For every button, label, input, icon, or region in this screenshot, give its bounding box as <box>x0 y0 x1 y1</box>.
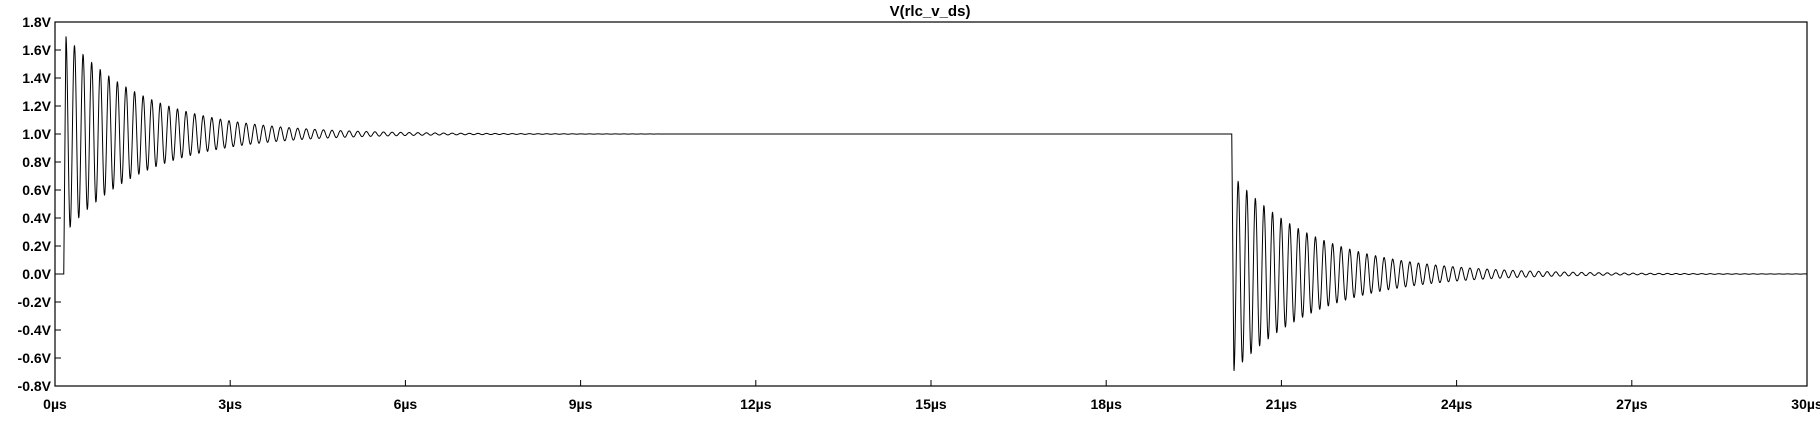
y-tick-label: -0.2V <box>18 294 52 310</box>
x-axis: 0µs 3µs 6µs 9µs 12µs 15µs 18µs 21µs 24µs 27µs 30µs <box>43 380 1820 412</box>
y-tick-label: 1.2V <box>22 98 51 114</box>
y-tick-label: -0.4V <box>18 322 52 338</box>
x-tick-label: 0µs <box>43 396 67 412</box>
x-tick-label: 21µs <box>1266 396 1298 412</box>
y-tick-label: 1.4V <box>22 70 51 86</box>
x-tick-label: 15µs <box>915 396 947 412</box>
y-tick-label: 1.6V <box>22 42 51 58</box>
series-line <box>55 36 1807 371</box>
series-group <box>55 36 1807 371</box>
chart-title: V(rlc_v_ds) <box>890 3 971 20</box>
x-tick-label: 3µs <box>218 396 242 412</box>
y-tick-label: 1.0V <box>22 126 51 142</box>
y-tick-label: 1.8V <box>22 14 51 30</box>
x-tick-label: 24µs <box>1441 396 1473 412</box>
y-tick-label: 0.2V <box>22 238 51 254</box>
y-tick-label: -0.8V <box>18 378 52 394</box>
x-tick-label: 30µs <box>1791 396 1820 412</box>
x-tick-label: 6µs <box>394 396 418 412</box>
y-axis: 1.8V 1.6V 1.4V 1.2V 1.0V 0.8V 0.6V 0.4V 0.2V 0.0V… <box>18 14 61 394</box>
x-tick-label: 27µs <box>1616 396 1648 412</box>
x-tick-label: 9µs <box>569 396 593 412</box>
y-tick-label: 0.8V <box>22 154 51 170</box>
y-tick-label: 0.6V <box>22 182 51 198</box>
y-tick-label: 0.4V <box>22 210 51 226</box>
x-tick-label: 12µs <box>740 396 772 412</box>
y-tick-label: -0.6V <box>18 350 52 366</box>
x-tick-label: 18µs <box>1090 396 1122 412</box>
y-tick-label: 0.0V <box>22 266 51 282</box>
